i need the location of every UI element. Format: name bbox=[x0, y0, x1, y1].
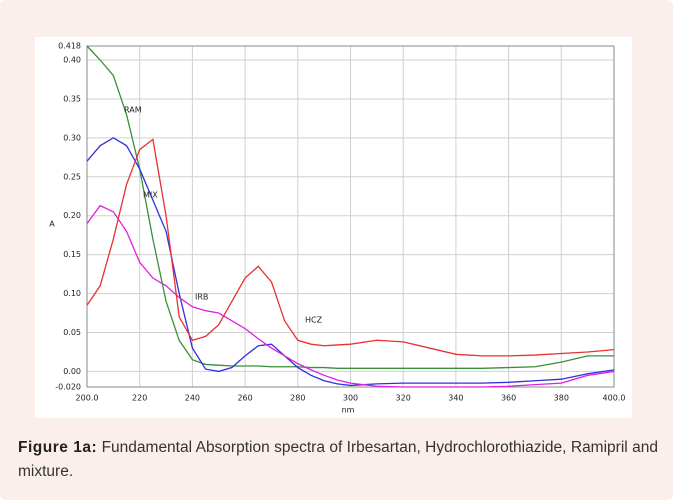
x-tick-label: 400.0 bbox=[603, 394, 626, 403]
x-tick-label: 360 bbox=[501, 394, 516, 403]
series-label: MIX bbox=[143, 191, 158, 200]
series-line bbox=[86, 45, 614, 369]
y-tick-label: 0.00 bbox=[63, 367, 81, 376]
chart-background bbox=[35, 37, 632, 418]
chart: nm A -0.020 0.00 0.05 0.10 0.15 0.20 0.25 0.30 0… bbox=[35, 37, 632, 418]
y-tick-label: 0.30 bbox=[63, 133, 81, 142]
x-tick-label: 300 bbox=[343, 394, 358, 403]
x-tick-label: 320 bbox=[396, 394, 411, 403]
caption-text: Fundamental Absorption spectra of Irbesa… bbox=[18, 439, 658, 480]
y-tick-label: 0.25 bbox=[63, 172, 81, 181]
x-tick-label: 260 bbox=[237, 394, 252, 403]
series-label: RAM bbox=[124, 106, 142, 115]
y-tick-label: 0.418 bbox=[58, 42, 81, 51]
x-tick-label: 380 bbox=[554, 394, 569, 403]
caption: Figure 1a: Fundamental Absorption spectr… bbox=[18, 436, 658, 484]
y-tick-label: 0.20 bbox=[63, 211, 81, 220]
plot-frame bbox=[86, 45, 615, 388]
series-label: HCZ bbox=[305, 316, 323, 325]
y-tick-label: 0.10 bbox=[63, 289, 81, 298]
y-tick-label: 0.05 bbox=[63, 328, 81, 337]
x-tick-label: 280 bbox=[290, 394, 305, 403]
y-tick-label: -0.020 bbox=[55, 383, 81, 392]
x-tick-label: 340 bbox=[448, 394, 463, 403]
series-line bbox=[86, 138, 615, 357]
y-tick-label: 0.35 bbox=[63, 94, 81, 103]
series-label: IRB bbox=[195, 293, 208, 302]
x-tick-label: 200.0 bbox=[76, 394, 99, 403]
y-tick-label: 0.40 bbox=[63, 56, 81, 65]
x-tick-label: 240 bbox=[185, 394, 200, 403]
y-axis-label: A bbox=[49, 220, 55, 229]
caption-label: Figure 1a: bbox=[18, 439, 98, 456]
x-tick-label: 220 bbox=[132, 394, 147, 403]
series-line bbox=[86, 204, 615, 388]
y-tick-label: 0.15 bbox=[63, 250, 81, 259]
x-axis-label: nm bbox=[342, 406, 355, 415]
